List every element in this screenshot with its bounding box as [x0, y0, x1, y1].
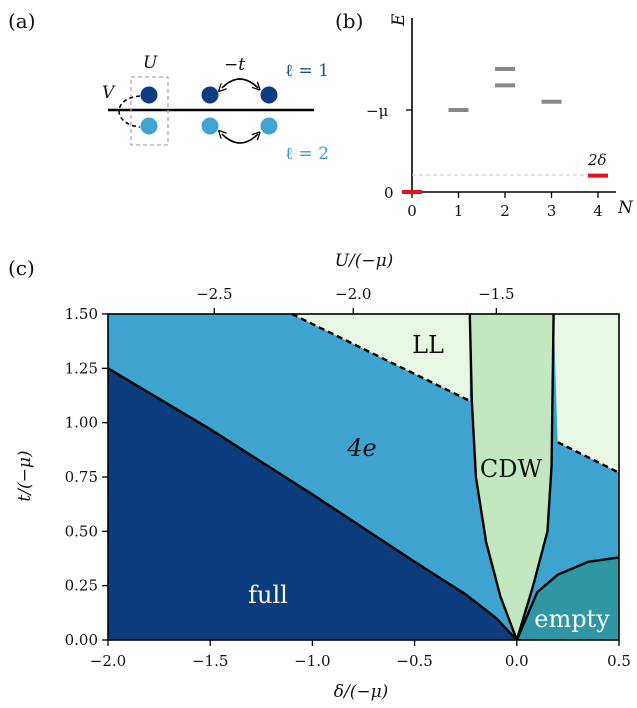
panel-b: (b) E N −μ 0 0 1 2 3 4 2δ	[335, 9, 634, 220]
orbital-2-site-3	[260, 117, 278, 135]
region-LL-right	[553, 314, 619, 473]
orbital-1-site-1	[140, 86, 158, 104]
panel-b-xticks: 0 1 2 3 4	[407, 192, 603, 220]
y-tick-label: 1.50	[65, 305, 98, 323]
x-tick-label: −1.0	[294, 652, 330, 670]
panel-c-top-label: U/(−μ)	[335, 251, 394, 271]
panel-c-y-label: t/(−μ)	[15, 450, 35, 501]
hop-label: −t	[224, 55, 245, 75]
y-tick-label: 1.00	[65, 414, 98, 432]
top-tick-label: −2.0	[335, 285, 371, 303]
panel-a: (a) U V −t ℓ = 1 ℓ = 2	[8, 9, 329, 164]
orbital-2-label: ℓ = 2	[285, 144, 329, 164]
orbital-1-site-3	[260, 86, 278, 104]
panel-b-levels	[402, 67, 608, 194]
orbital-1-site-2	[201, 86, 219, 104]
x-tick-label: 0.0	[505, 652, 529, 670]
panel-c-x-label: δ/(−μ)	[334, 682, 389, 702]
panel-b-xtick-label: 1	[454, 202, 464, 220]
panel-a-label: (a)	[8, 9, 36, 33]
region-empty-label: empty	[534, 605, 610, 633]
V-label: V	[102, 83, 116, 103]
panel-b-ytick-mu-label: −μ	[366, 102, 389, 120]
panel-b-y-label: E	[389, 13, 409, 27]
panel-b-xtick-label: 4	[593, 202, 603, 220]
x-tick-label: −0.5	[396, 652, 432, 670]
y-tick-label: 0.75	[65, 468, 98, 486]
delta-label: 2δ	[587, 151, 607, 169]
panel-b-x-label: N	[617, 198, 634, 218]
y-tick-label: 1.25	[65, 359, 98, 377]
region-empty	[516, 557, 619, 640]
region-full	[108, 368, 517, 640]
boundary-empty	[515, 556, 620, 641]
panel-b-ytick-zero-label: 0	[384, 184, 394, 202]
panel-c-label: (c)	[8, 256, 35, 280]
region-LL-left	[291, 314, 470, 401]
boundary-full-4e	[107, 367, 518, 641]
orbital-1-label: ℓ = 1	[285, 61, 329, 81]
phase-diagram-axes: −2.0 −1.5 −1.0 −0.5 0.0 0.5 0.00 0.25 0.50 0.75 1.…	[65, 285, 631, 670]
boundary-cdw-right	[515, 313, 555, 641]
panel-c: (c) U/(−μ) −2.0 −1.5 −1.0 −0.5 0.0 0.5 0.00 0.2…	[8, 251, 631, 702]
site-box	[130, 76, 169, 146]
top-tick-label: −2.5	[196, 285, 232, 303]
boundary-cdw-left	[468, 313, 518, 641]
y-tick-label: 0.25	[65, 577, 98, 595]
panel-b-xtick-label: 3	[547, 202, 557, 220]
boundary-ll-right	[557, 441, 620, 474]
top-tick-label: −1.5	[478, 285, 514, 303]
x-tick-label: −1.5	[192, 652, 228, 670]
phase-diagram	[107, 312, 620, 641]
region-LL-label: LL	[412, 331, 444, 359]
orbital-2-site-1	[140, 117, 158, 135]
panel-b-label: (b)	[335, 9, 363, 33]
x-tick-label: −2.0	[90, 652, 126, 670]
hop-arrow-bottom-icon	[222, 134, 258, 144]
region-4e-label: 4e	[346, 434, 376, 462]
panel-b-xtick-label: 2	[500, 202, 510, 220]
region-full-label: full	[248, 581, 288, 609]
region-CDW-label: CDW	[480, 455, 543, 483]
y-tick-label: 0.00	[65, 631, 98, 649]
x-tick-label: 0.5	[607, 652, 631, 670]
panel-b-xtick-label: 0	[407, 202, 417, 220]
boundary-ll-left	[291, 312, 471, 403]
orbital-2-site-2	[201, 117, 219, 135]
y-tick-label: 0.50	[65, 522, 98, 540]
hop-arrow-top-icon	[222, 78, 258, 88]
U-label: U	[143, 53, 158, 73]
V-interaction-arc	[118, 95, 141, 128]
